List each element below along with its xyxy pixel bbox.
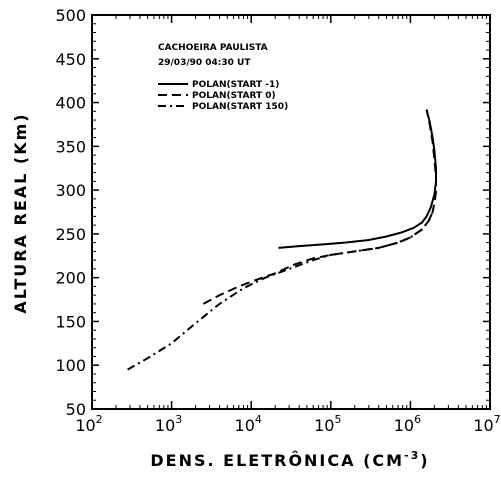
y-tick-label: 300	[55, 181, 86, 200]
x-axis-title-sup: -3	[404, 449, 420, 462]
y-tick-label: 500	[55, 6, 86, 25]
legend: POLAN(START -1)POLAN(START 0)POLAN(START…	[158, 80, 288, 112]
chart-subtitle: 29/03/90 04:30 UT	[158, 58, 251, 68]
series-line	[278, 109, 437, 249]
x-tick-label: 107	[473, 413, 500, 435]
y-axis-title: ALTURA REAL (Km)	[11, 112, 30, 313]
y-tick-label: 50	[66, 400, 86, 419]
x-tick-label: 103	[155, 413, 182, 435]
y-tick-label: 350	[55, 137, 86, 156]
x-axis-ticks: 102 103 104 105 106 107	[75, 15, 501, 435]
y-tick-label: 250	[55, 225, 86, 244]
legend-label: POLAN(START 0)	[192, 91, 276, 101]
y-axis-ticks: 50 100 150 200 250 300 350 400 450 500	[55, 6, 490, 419]
x-tick-label: 102	[75, 413, 102, 435]
x-axis-title-main: DENS. ELETRÔNICA (CM	[150, 451, 404, 470]
x-axis-title: DENS. ELETRÔNICA (CM-3)	[150, 449, 429, 470]
y-tick-label: 100	[55, 356, 86, 375]
series-line	[202, 109, 437, 305]
chart-title: CACHOEIRA PAULISTA	[158, 43, 268, 53]
legend-label: POLAN(START 150)	[192, 102, 288, 112]
x-tick-label: 104	[235, 413, 262, 435]
x-axis-title-close: )	[420, 451, 429, 470]
series-line	[127, 211, 434, 371]
y-tick-label: 450	[55, 50, 86, 69]
y-tick-label: 150	[55, 312, 86, 331]
y-tick-label: 200	[55, 269, 86, 288]
y-tick-label: 400	[55, 94, 86, 113]
x-tick-label: 106	[394, 413, 421, 435]
x-tick-label: 105	[314, 413, 341, 435]
data-series	[127, 109, 437, 371]
plot-frame	[91, 14, 491, 410]
legend-label: POLAN(START -1)	[192, 80, 279, 90]
